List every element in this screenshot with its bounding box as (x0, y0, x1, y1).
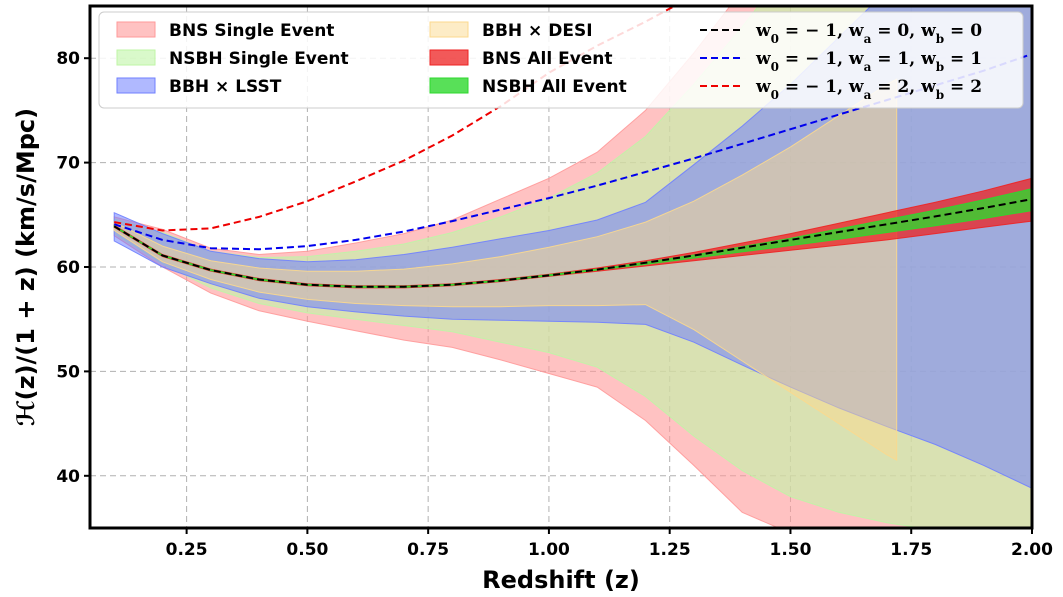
model-line-3 (114, 6, 677, 232)
legend-label-nsbh-all-event: NSBH All Event (482, 77, 627, 97)
x-tick-label: 1.50 (769, 540, 811, 560)
y-axis-ticks: 40 50 60 70 80 (56, 49, 90, 487)
legend-label-line-3: w0 = − 1, wa = 2, wb = 2 (755, 77, 982, 102)
x-axis-title: Redshift (z) (482, 566, 640, 594)
y-axis-title: ℋ(z)/(1 + z) (km/s/Mpc) (12, 108, 40, 426)
legend: BNS Single Event NSBH Single Event BBH × L… (98, 11, 1024, 109)
x-tick-label: 1.00 (528, 540, 570, 560)
legend-box (98, 11, 1024, 109)
legend-swatch-bns-single-event (116, 21, 156, 38)
legend-label-bbh-lsst: BBH × LSST (169, 77, 282, 97)
legend-swatch-bbh-desi (429, 21, 469, 38)
x-tick-label: 0.75 (407, 540, 449, 560)
legend-label-nsbh-single-event: NSBH Single Event (169, 49, 349, 69)
x-tick-label: 0.50 (286, 540, 328, 560)
x-tick-label: 2.00 (1011, 540, 1053, 560)
band-bbh-desi (113, 78, 898, 461)
x-tick-label: 0.25 (166, 540, 208, 560)
legend-label-bns-single-event: BNS Single Event (169, 21, 334, 41)
y-tick-label: 70 (56, 154, 80, 174)
y-tick-label: 80 (56, 49, 80, 69)
x-tick-label: 1.75 (890, 540, 932, 560)
legend-label-line-2: w0 = − 1, wa = 1, wb = 1 (755, 49, 982, 74)
y-tick-label: 50 (56, 362, 80, 382)
legend-label-bns-all-event: BNS All Event (482, 49, 613, 69)
legend-swatch-nsbh-single-event (116, 49, 156, 66)
y-tick-label: 40 (56, 467, 80, 487)
y-tick-label: 60 (56, 258, 80, 278)
legend-swatch-bbh-lsst (116, 77, 156, 94)
x-tick-label: 1.25 (649, 540, 691, 560)
legend-label-line-1: w0 = − 1, wa = 0, wb = 0 (755, 21, 982, 46)
legend-swatch-nsbh-all-event (429, 77, 469, 94)
legend-label-bbh-desi: BBH × DESI (482, 21, 593, 41)
x-axis-ticks: 0.25 0.50 0.75 1.00 1.25 1.50 1.75 2.00 (166, 528, 1053, 560)
legend-swatch-bns-all-event (429, 49, 469, 66)
